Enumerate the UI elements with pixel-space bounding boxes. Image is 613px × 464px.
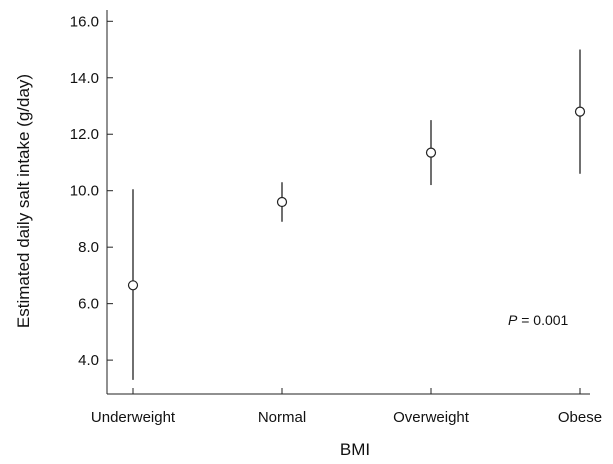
x-tick-label: Overweight: [393, 409, 470, 426]
data-point: [574, 106, 586, 117]
x-ticks: Underweight Normal Overweight Obese: [91, 388, 602, 426]
data-marks: [127, 49, 586, 380]
y-tick-label: 8.0: [78, 239, 99, 256]
x-tick-label: Obese: [558, 409, 602, 426]
x-tick-label: Normal: [258, 409, 306, 426]
axes: [106, 10, 590, 395]
x-tick-label: Underweight: [91, 409, 176, 426]
p-value-symbol: P: [508, 312, 518, 328]
y-tick-label: 14.0: [70, 70, 99, 87]
y-tick-label: 6.0: [78, 296, 99, 313]
y-tick-label: 10.0: [70, 183, 99, 200]
p-value-annotation: P = 0.001: [508, 312, 569, 328]
data-point: [276, 196, 288, 208]
data-point: [425, 147, 437, 158]
p-value-text: = 0.001: [517, 312, 568, 328]
y-axis-title: Estimated daily salt intake (g/day): [14, 74, 33, 328]
y-tick-label: 4.0: [78, 352, 99, 369]
data-point: [127, 280, 139, 291]
y-ticks: 4.0 6.0 8.0 10.0 12.0 14.0 16.0: [70, 13, 113, 369]
x-axis-title: BMI: [340, 440, 370, 459]
y-tick-label: 12.0: [70, 126, 99, 143]
y-tick-label: 16.0: [70, 13, 99, 30]
